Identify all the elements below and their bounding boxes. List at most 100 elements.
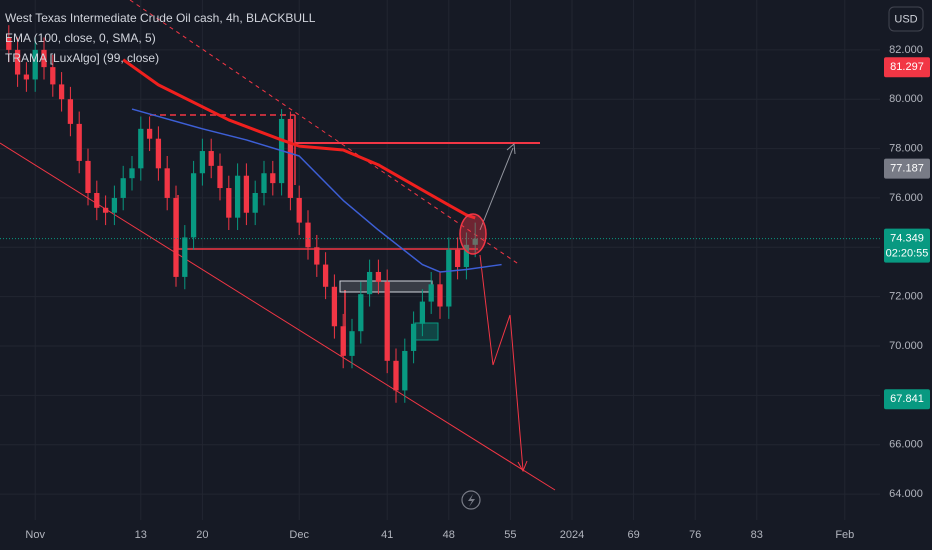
candle-body [94, 192, 100, 208]
candle-body [252, 192, 258, 213]
candle-body [322, 264, 329, 287]
candle-body [384, 281, 390, 361]
y-tick-label: 72.000 [889, 291, 923, 303]
x-tick-label: Dec [289, 529, 309, 541]
candle-body [190, 173, 197, 238]
candle-body [349, 331, 355, 356]
candle-body [340, 326, 346, 356]
y-tick-label: 70.000 [889, 340, 923, 352]
currency-label: USD [894, 13, 917, 25]
candle-body [270, 173, 276, 184]
candle-body [146, 128, 153, 139]
candle-body [437, 284, 443, 307]
candle-body [32, 49, 38, 80]
candle-body [234, 175, 241, 218]
candle-body [287, 118, 294, 198]
price-badge-label: 77.187 [890, 163, 924, 175]
candle-body [199, 151, 206, 174]
indicator-line [131, 108, 502, 273]
x-tick-label: 83 [751, 529, 763, 541]
x-tick-label: 13 [135, 529, 147, 541]
candle-body [67, 99, 74, 124]
candle-body [6, 37, 12, 50]
candle-body [226, 188, 232, 218]
support-trendline [0, 142, 556, 491]
countdown-label: 02:20:55 [886, 248, 929, 260]
price-axis [880, 0, 932, 550]
candle-body [76, 123, 82, 161]
lightning-icon [461, 490, 481, 510]
projection-arrow [479, 254, 524, 471]
y-tick-label: 78.000 [889, 142, 923, 154]
candle-body [305, 222, 311, 248]
candle-body [111, 197, 118, 213]
candle-body [14, 49, 21, 75]
legend-entry: TRAMA [LuxAlgo] (99, close) [5, 51, 159, 65]
candle-body [375, 271, 382, 282]
y-tick-label: 82.000 [889, 44, 923, 56]
candle-body [419, 301, 426, 324]
candle-body [243, 175, 250, 213]
x-tick-label: Feb [835, 529, 854, 541]
price-badge [884, 228, 930, 263]
candle-body [314, 247, 320, 265]
x-tick-label: 76 [689, 529, 701, 541]
price-badge-label: 67.841 [890, 393, 924, 405]
candle-body [155, 138, 162, 169]
indicator-line [122, 58, 476, 220]
chart-title: West Texas Intermediate Crude Oil cash, … [5, 11, 316, 25]
candle-body [41, 49, 47, 68]
x-tick-label: 20 [196, 529, 208, 541]
price-badge [884, 57, 930, 78]
arrow-head [506, 142, 516, 155]
candle-body [120, 178, 126, 198]
legend: West Texas Intermediate Crude Oil cash, … [5, 11, 316, 65]
candle-body [173, 197, 179, 277]
time-axis [0, 520, 880, 550]
candle-body [208, 151, 214, 166]
x-tick-label: Nov [25, 529, 45, 541]
candle-body [217, 165, 223, 189]
plot [0, 25, 880, 403]
currency-button[interactable] [888, 6, 924, 32]
candle-body [182, 237, 188, 277]
candle-body [138, 128, 144, 169]
price-badge [884, 158, 930, 179]
candle-body [23, 74, 30, 80]
candle-body [358, 294, 364, 332]
y-tick-label: 76.000 [889, 192, 923, 204]
arrow-head [517, 460, 528, 473]
candle-body [410, 323, 417, 351]
candle-body [446, 249, 452, 307]
candle-body [402, 350, 408, 391]
x-tick-label: 48 [443, 529, 455, 541]
candle-body [261, 173, 267, 193]
x-tick-label: 69 [627, 529, 639, 541]
axes: 64.00066.00068.00070.00072.00074.00076.0… [25, 44, 930, 541]
candle-body [296, 197, 302, 223]
candle-body [58, 84, 65, 100]
candle-body [164, 168, 170, 198]
candle-body [472, 238, 478, 245]
candle-body [331, 286, 338, 327]
x-tick-label: 55 [504, 529, 516, 541]
candle-body [454, 249, 461, 268]
price-badge-label: 81.297 [890, 61, 924, 73]
zone-box [414, 322, 439, 341]
y-tick-label: 64.000 [889, 488, 923, 500]
candle-body [102, 207, 109, 213]
candle-body [129, 168, 135, 179]
highlight-circle [459, 213, 487, 255]
candle-body [428, 284, 434, 302]
price-badge-label: 74.349 [890, 233, 924, 245]
candle-body [393, 360, 399, 391]
legend-entry: EMA (100, close, 0, SMA, 5) [5, 31, 156, 45]
candle-body [50, 67, 56, 85]
y-tick-label: 66.000 [889, 439, 923, 451]
candle-body [463, 244, 470, 268]
grid [0, 0, 880, 520]
projection-arrow [479, 147, 514, 231]
x-tick-label: 2024 [560, 529, 584, 541]
